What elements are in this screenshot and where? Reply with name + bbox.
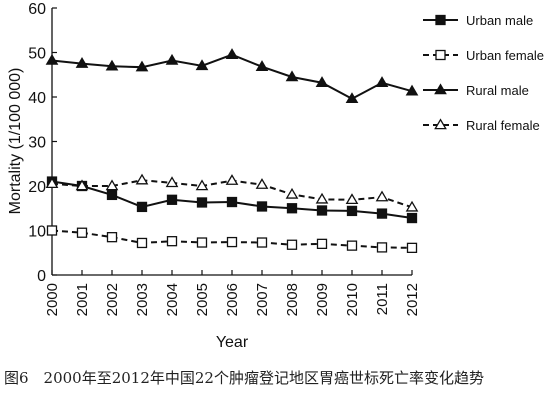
legend-marker-rural-male — [434, 83, 447, 95]
y-tick-label: 0 — [37, 268, 46, 285]
data-point-urban-male — [316, 205, 328, 216]
x-axis-label: Year — [216, 334, 249, 351]
data-point-urban-male — [256, 201, 268, 212]
data-point-rural-female — [225, 174, 239, 185]
data-point-urban-male — [406, 212, 418, 224]
y-tick-label: 30 — [28, 135, 46, 152]
y-axis-label: Mortality (1/100 000) — [7, 68, 24, 215]
data-point-urban-female — [376, 242, 388, 253]
data-point-urban-female — [286, 239, 298, 250]
series-line-rural-male — [51, 53, 413, 100]
x-tick-label: 2000 — [44, 283, 61, 316]
data-point-urban-male — [376, 208, 388, 219]
data-point-rural-female — [315, 192, 329, 204]
data-point-urban-female — [406, 242, 418, 254]
data-point-urban-female — [256, 237, 268, 248]
data-point-rural-female — [45, 177, 59, 189]
data-point-rural-female — [405, 200, 419, 212]
legend-marker-rural-female — [434, 118, 447, 130]
data-point-rural-female — [165, 176, 179, 188]
data-point-rural-male — [405, 84, 419, 96]
data-point-rural-male — [105, 59, 119, 71]
data-point-rural-male — [345, 92, 359, 104]
data-point-urban-female — [106, 232, 118, 243]
legend-label-urban-male: Urban male — [466, 13, 533, 28]
data-point-rural-male — [375, 76, 389, 88]
data-point-urban-female — [46, 225, 58, 236]
x-tick-label: 2002 — [104, 283, 121, 316]
data-point-rural-male — [75, 57, 89, 68]
data-point-rural-male — [195, 59, 209, 71]
data-point-rural-male — [165, 53, 179, 65]
data-point-rural-female — [75, 179, 89, 191]
legend-marker-urban-male — [435, 14, 446, 26]
mortality-line-chart: 0 10 20 30 40 50 60 2000 2001 2002 2003 2004 2005 200… — [7, 1, 544, 351]
data-point-urban-male — [286, 203, 298, 214]
x-tick-label: 2012 — [404, 283, 421, 316]
data-point-urban-male — [346, 205, 358, 217]
y-tick-label: 20 — [28, 179, 46, 196]
x-tick-label: 2011 — [374, 283, 391, 315]
y-tick-label: 60 — [28, 1, 46, 18]
data-point-urban-male — [106, 189, 118, 201]
y-tick-label: 50 — [28, 46, 46, 63]
legend: Urban male Urban female Rural male Rural fe… — [423, 13, 544, 133]
data-point-urban-female — [316, 238, 328, 250]
data-point-urban-male — [166, 194, 178, 205]
data-point-urban-male — [196, 197, 208, 208]
legend-label-urban-female: Urban female — [466, 48, 544, 63]
data-point-rural-male — [225, 48, 239, 59]
data-point-rural-female — [135, 173, 149, 185]
y-tick-label: 40 — [28, 90, 46, 107]
data-point-urban-female — [166, 236, 178, 247]
data-point-rural-female — [375, 190, 389, 202]
data-point-urban-male — [226, 196, 238, 208]
axes: 0 10 20 30 40 50 60 2000 2001 2002 2003 2004 2005 200… — [28, 1, 421, 316]
data-point-rural-female — [285, 187, 299, 199]
x-tick-label: 2008 — [284, 283, 301, 316]
x-tick-label: 2001 — [74, 283, 91, 316]
data-point-urban-female — [196, 237, 208, 248]
data-point-urban-female — [76, 227, 88, 238]
figure-caption: 图6 2000年至2012年中国22个肿瘤登记地区胃癌世标死亡率变化趋势 — [4, 369, 484, 387]
data-point-rural-male — [255, 60, 269, 71]
data-point-rural-female — [195, 179, 209, 191]
data-point-urban-female — [136, 237, 148, 249]
data-point-urban-female — [346, 240, 358, 251]
series-lines — [51, 53, 413, 249]
x-tick-label: 2003 — [134, 283, 151, 316]
data-point-urban-male — [136, 201, 148, 213]
data-point-rural-male — [285, 70, 299, 82]
data-point-urban-female — [226, 236, 238, 248]
data-point-rural-female — [105, 179, 119, 191]
x-tick-label: 2010 — [344, 283, 361, 316]
data-point-rural-male — [315, 76, 329, 88]
legend-label-rural-female: Rural female — [466, 118, 540, 133]
x-tick-label: 2007 — [254, 283, 271, 316]
legend-label-rural-male: Rural male — [466, 83, 529, 98]
legend-marker-urban-female — [435, 49, 446, 61]
series-markers — [45, 48, 419, 254]
data-point-rural-male — [135, 60, 149, 72]
data-point-rural-male — [45, 53, 59, 65]
y-tick-label: 10 — [28, 224, 46, 241]
data-point-rural-female — [345, 193, 359, 205]
data-point-rural-female — [255, 178, 269, 189]
x-tick-label: 2004 — [164, 283, 181, 316]
x-tick-label: 2005 — [194, 283, 211, 316]
x-tick-label: 2006 — [224, 283, 241, 316]
x-tick-label: 2009 — [314, 283, 331, 316]
